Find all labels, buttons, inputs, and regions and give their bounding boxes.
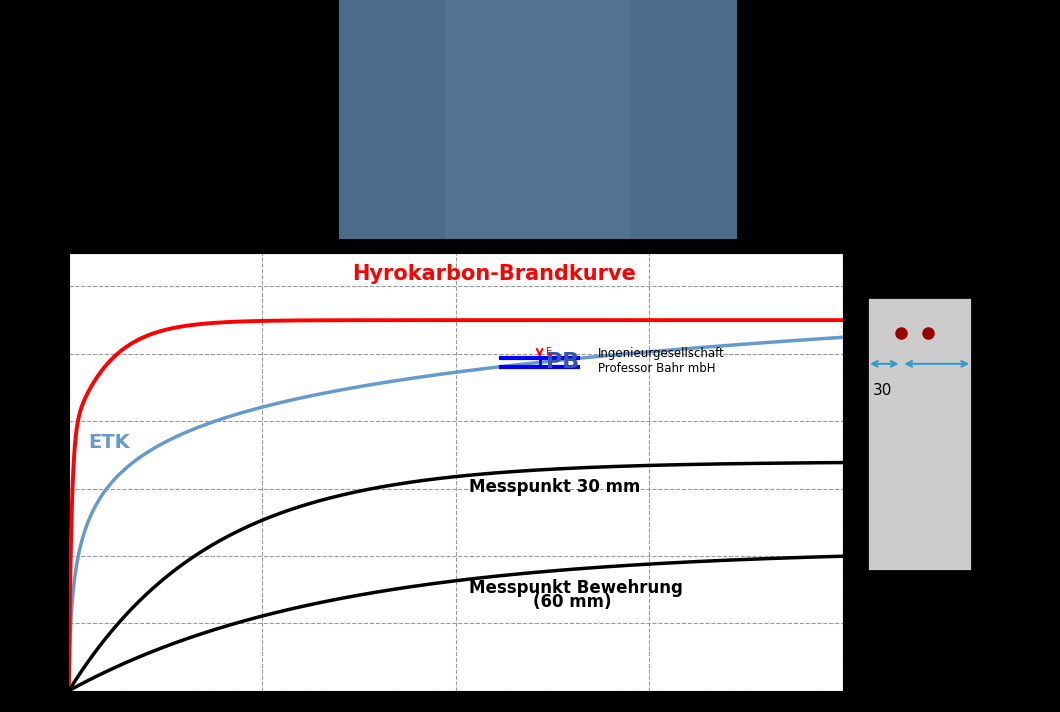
Text: 30 mm: 30 mm [982, 383, 1036, 399]
Bar [445, 0, 631, 239]
Text: (60 mm): (60 mm) [533, 593, 612, 611]
Y-axis label: Temperatur in [°C]: Temperatur in [°C] [0, 370, 3, 573]
Text: Messpunkt 30 mm: Messpunkt 30 mm [469, 478, 640, 496]
Text: Messpunkt Bewehrung: Messpunkt Bewehrung [469, 579, 683, 597]
Text: Stahlbetonwand: Stahlbetonwand [852, 599, 977, 614]
Text: PB: PB [546, 352, 580, 372]
Text: Ingenieurgesellschaft
Professor Bahr mbH: Ingenieurgesellschaft Professor Bahr mbH [598, 347, 724, 375]
Text: 30: 30 [872, 383, 893, 399]
Text: 🔥: 🔥 [979, 523, 991, 542]
Bar [867, 298, 972, 571]
Text: ETK: ETK [88, 433, 130, 452]
Bar [339, 0, 737, 239]
Text: Hyrokarbon-Brandkurve: Hyrokarbon-Brandkurve [353, 263, 636, 283]
Text: E: E [546, 347, 552, 357]
Text: 🔥: 🔥 [979, 425, 991, 444]
Text: 🔥: 🔥 [979, 295, 991, 315]
